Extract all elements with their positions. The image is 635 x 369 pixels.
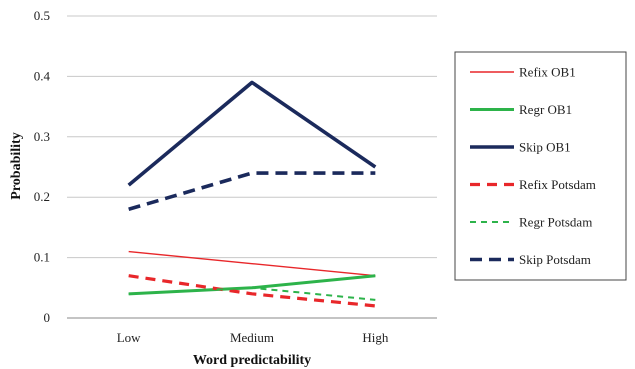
gridlines (67, 15, 437, 259)
x-tick-label: Low (117, 330, 141, 345)
x-tick-label: Medium (230, 330, 274, 345)
series-lines (127, 80, 377, 308)
y-tick-label: 0.4 (34, 68, 51, 83)
y-tick-label: 0.1 (34, 250, 50, 265)
legend-label: Regr Potsdam (519, 215, 592, 230)
y-tick-label: 0.5 (34, 8, 50, 23)
series-line-refix-ob1 (128, 250, 376, 277)
y-tick-label: 0.3 (34, 129, 50, 144)
y-axis-title: Probability (9, 132, 24, 199)
y-tick-label: 0.2 (34, 189, 50, 204)
legend-label: Skip Potsdam (519, 252, 591, 267)
series-line-skip-potsdam (128, 171, 376, 212)
series-line-refix-potsdam (128, 274, 376, 308)
y-tick-label: 0 (44, 310, 51, 325)
legend-label: Regr OB1 (519, 102, 572, 117)
legend-box (454, 51, 627, 281)
x-tick-labels: Low Medium High (117, 330, 389, 345)
legend-label: Skip OB1 (519, 140, 571, 155)
legend-label: Refix OB1 (519, 65, 576, 80)
legend: Refix OB1 Regr OB1 Skip OB1 Refix Potsdam Re… (454, 51, 627, 281)
x-axis-title: Word predictability (193, 353, 311, 368)
legend-label: Refix Potsdam (519, 177, 596, 192)
series-line-skip-ob1 (127, 80, 377, 187)
y-tick-labels: 0 0.1 0.2 0.3 0.4 0.5 (34, 8, 51, 325)
series-line-regr-potsdam (128, 286, 376, 301)
x-tick-label: High (362, 330, 389, 345)
